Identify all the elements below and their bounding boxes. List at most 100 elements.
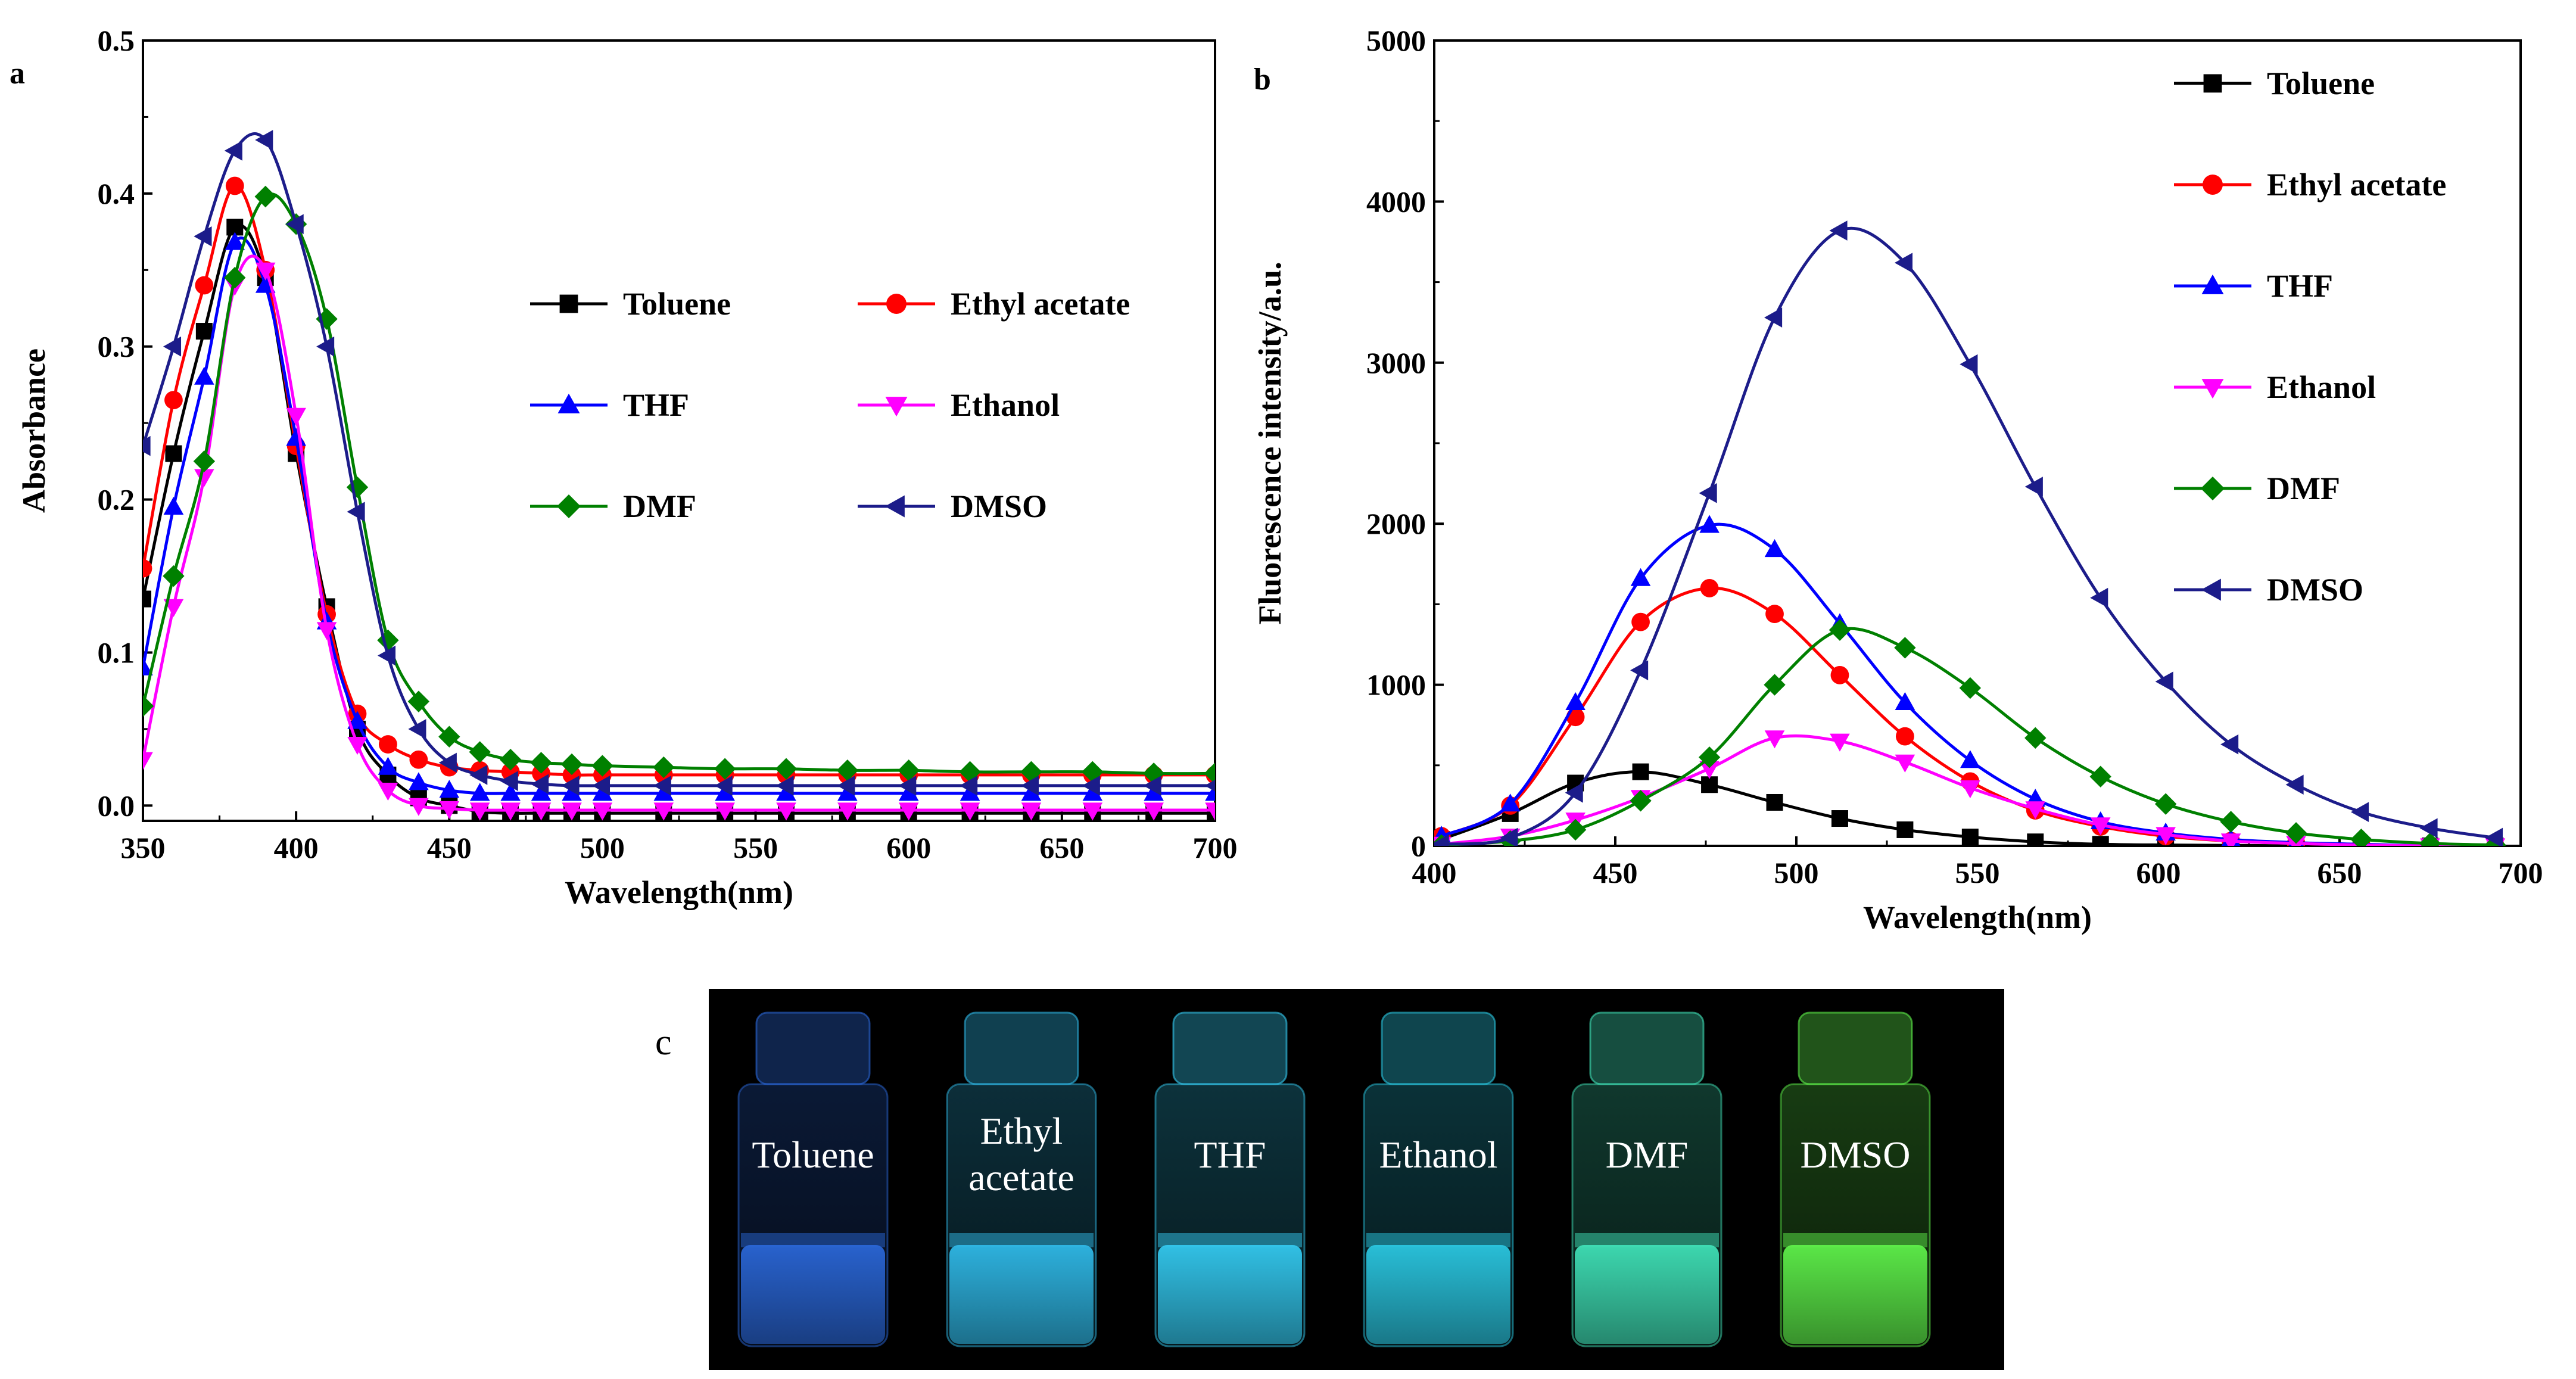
data-point-dmf [346, 476, 369, 499]
legend-label-ethyl-acetate: Ethyl acetate [2267, 167, 2446, 203]
legend-item-toluene: Toluene [530, 286, 731, 322]
legend-marker-ethanol [2201, 379, 2224, 399]
data-point-ethanol [2025, 801, 2046, 820]
data-point-toluene [1961, 829, 1979, 846]
legend-label-toluene: Toluene [2267, 66, 2375, 101]
liquid-meniscus [1366, 1233, 1510, 1247]
data-point-ethanol [653, 802, 674, 821]
legend-label-thf: THF [623, 387, 689, 423]
data-point-dmf [591, 755, 613, 777]
data-point-dmf [254, 185, 276, 208]
data-point-thf [225, 232, 245, 250]
data-point-ethanol [1895, 754, 1915, 773]
data-point-dmso [1082, 776, 1100, 796]
data-point-toluene [165, 445, 182, 462]
series-dmf [1434, 619, 2506, 846]
panel-a-legend: Toluene Ethyl acetate THF Ethanol DMF DMSO [530, 286, 1130, 524]
legend-item-dmf: DMF [530, 488, 696, 524]
data-point-dmso [898, 776, 917, 796]
vial-label: Ethanol [1379, 1134, 1497, 1176]
data-point-dmso [500, 771, 518, 792]
vial-liquid [1783, 1245, 1927, 1344]
data-point-dmf [836, 759, 859, 782]
data-point-dmso [377, 645, 396, 666]
data-point-thf [500, 783, 521, 801]
x-tick-label: 400 [1412, 856, 1457, 889]
data-point-thf [1764, 538, 1785, 558]
x-tick-label: 400 [274, 831, 319, 864]
series-dmf [143, 185, 1215, 785]
data-point-dmf [2220, 811, 2242, 833]
data-point-ethanol [960, 802, 980, 821]
data-point-dmso [1020, 776, 1039, 796]
series-line-dmf [1441, 627, 2496, 846]
data-point-ethanol [194, 469, 214, 487]
liquid-meniscus [1575, 1233, 1719, 1247]
data-point-dmso [2024, 477, 2043, 497]
data-point-thf [776, 783, 796, 801]
data-point-dmso [347, 502, 365, 522]
data-point-dmso [2484, 827, 2503, 846]
x-tick-label: 500 [580, 831, 625, 864]
y-tick-label: 0 [1411, 829, 1426, 863]
liquid-meniscus [741, 1233, 885, 1247]
data-point-dmso [561, 776, 580, 796]
legend-label-ethanol: Ethanol [951, 387, 1060, 423]
data-point-ethanol [378, 783, 398, 801]
data-point-dmf [1630, 790, 1652, 812]
y-tick-label: 3000 [1366, 346, 1426, 379]
data-point-dmso [2090, 587, 2108, 608]
data-point-dmso [438, 752, 457, 773]
data-point-dmf [1894, 637, 1916, 659]
data-point-dmso [1960, 354, 1978, 375]
data-point-dmso [1630, 660, 1649, 681]
legend-label-dmso: DMSO [951, 488, 1047, 524]
data-point-ethanol [1830, 733, 1850, 752]
data-point-dmso [163, 336, 182, 357]
data-point-dmso [1434, 834, 1449, 846]
data-point-thf [715, 783, 735, 801]
vial-label: THF [1194, 1134, 1266, 1176]
data-point-toluene [195, 323, 213, 340]
data-point-dmf [1959, 677, 1982, 699]
panel-b-legend: Toluene Ethyl acetate THF Ethanol DMF DMSO [2174, 66, 2446, 608]
data-point-ethanol [2090, 817, 2111, 836]
data-point-ethanol [776, 802, 796, 821]
vial-label: Ethyl acetate [968, 1110, 1074, 1199]
data-point-thf [531, 783, 552, 801]
x-tick-label: 700 [1193, 831, 1238, 864]
data-point-ethanol [2220, 833, 2241, 846]
data-point-thf [1144, 783, 1164, 801]
legend-label-toluene: Toluene [623, 286, 731, 322]
legend-marker-dmso [884, 495, 905, 518]
data-point-thf [592, 783, 613, 801]
data-point-thf [960, 783, 980, 801]
data-point-ethanol [2156, 827, 2176, 845]
legend-label-dmf: DMF [2267, 471, 2340, 506]
y-tick-label: 4000 [1366, 185, 1426, 218]
vial-neck [1798, 1011, 1913, 1085]
vial-liquid [949, 1245, 1094, 1344]
data-point-dmf [193, 450, 216, 472]
data-point-toluene [143, 590, 151, 608]
legend-marker-thf [2201, 274, 2224, 294]
data-point-ethanol [1144, 802, 1164, 821]
vial-liquid [1158, 1245, 1302, 1344]
y-tick-label: 0.0 [98, 789, 135, 822]
data-point-dmso [285, 214, 304, 235]
data-point-toluene [1766, 793, 1783, 811]
data-point-dmso [2419, 818, 2438, 839]
panel-c-letter: c [655, 1022, 672, 1063]
vial-toluene: Toluene [737, 1011, 889, 1347]
data-point-ethanol [1082, 802, 1103, 821]
vial-neck [1589, 1011, 1705, 1085]
data-point-dmso [591, 776, 610, 796]
data-point-ethanol [255, 262, 276, 281]
data-point-dmf [377, 629, 399, 652]
vial-row: Toluene Ethyl acetate THF Ethanol DMF DMSO [737, 1011, 1931, 1347]
x-tick-label: 550 [733, 831, 778, 864]
liquid-meniscus [1158, 1233, 1302, 1247]
data-point-dmf [143, 695, 154, 717]
data-point-thf [409, 772, 429, 790]
